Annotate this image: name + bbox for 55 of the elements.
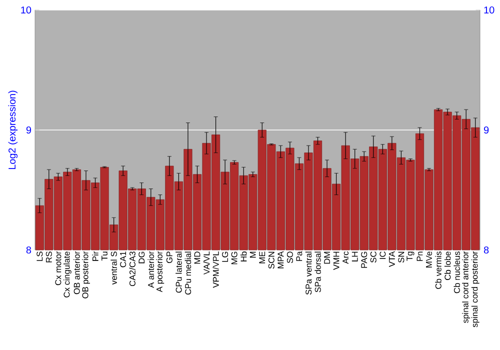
x-tick-label: Cb vermis <box>435 252 442 289</box>
x-tick-label: Cb lobe <box>444 252 451 280</box>
x-tick-label: Hb <box>240 252 247 262</box>
x-tick-label: VPM/VPL <box>212 251 219 288</box>
x-tick-label: SCN <box>268 252 274 269</box>
x-tick-label: RS <box>46 252 52 262</box>
x-tick-label: LG <box>222 252 228 262</box>
x-tick-label: VA/VL <box>203 251 210 275</box>
x-tick-label: DG <box>138 252 145 264</box>
x-tick-label: Tg <box>406 252 414 261</box>
x-tick-label: SC <box>370 252 376 263</box>
y-axis-title: Log2 (expression) <box>8 90 18 170</box>
x-tick-label: LH <box>352 252 358 262</box>
x-tick-label: MVe <box>426 252 432 268</box>
x-tick-label: Cx motor <box>55 251 62 286</box>
x-tick-label: SPa dorsal <box>314 252 321 292</box>
x-tick-label: Pn <box>416 252 423 261</box>
x-tick-label: Pa <box>296 251 302 261</box>
x-tick-label: MD <box>194 252 200 264</box>
y2-tick-label: 8 <box>484 246 489 254</box>
x-tick-label: A anterior <box>148 251 154 288</box>
y-tick-label: 9 <box>26 126 32 134</box>
x-tick-label: SO <box>286 252 293 264</box>
x-tick-label: spinal cord posterior <box>471 251 480 328</box>
y2-tick-label: 9 <box>484 126 489 134</box>
x-tick-label: SN <box>398 252 404 263</box>
x-tick-label: CPu medial <box>184 252 192 295</box>
x-tick-label: Cb nucleus <box>454 252 460 294</box>
y2-tick-label: 10 <box>484 6 494 14</box>
y-tick-label: 8 <box>26 246 32 254</box>
x-tick-label: SPa ventral <box>305 252 312 295</box>
x-tick-label: CA2/CA3 <box>129 252 136 286</box>
x-tick-label: CPu lateral <box>176 252 182 293</box>
y-tick-label: 10 <box>21 6 32 14</box>
x-tick-label: Tu <box>102 252 108 261</box>
x-tick-label: Cx cingulate <box>63 252 72 298</box>
x-tick-label: M <box>250 252 256 258</box>
x-tick-label: GP <box>166 252 172 264</box>
x-tick-label: OB posterior <box>82 251 90 298</box>
x-tick-label: PAG <box>361 252 368 268</box>
x-tick-label: A posterior <box>156 251 164 292</box>
x-tick-label: VMH <box>333 252 340 270</box>
x-tick-label: CA1 <box>120 252 126 268</box>
x-tick-label: LS <box>36 252 43 261</box>
x-tick-label: IC <box>380 252 386 259</box>
x-tick-label: spinal cord anterior <box>462 251 470 323</box>
x-tick-label: ventral S <box>110 252 117 285</box>
x-tick-label: MG <box>231 252 238 264</box>
x-tick-label: MPA <box>278 251 284 268</box>
x-tick-label: OB anterior <box>74 251 80 294</box>
x-tick-label: VTA <box>389 251 395 268</box>
x-tick-label: DM <box>324 252 330 264</box>
x-tick-label: Arc <box>342 251 349 264</box>
x-tick-label: Pir <box>92 251 98 261</box>
x-tick-label: ME <box>259 252 266 264</box>
